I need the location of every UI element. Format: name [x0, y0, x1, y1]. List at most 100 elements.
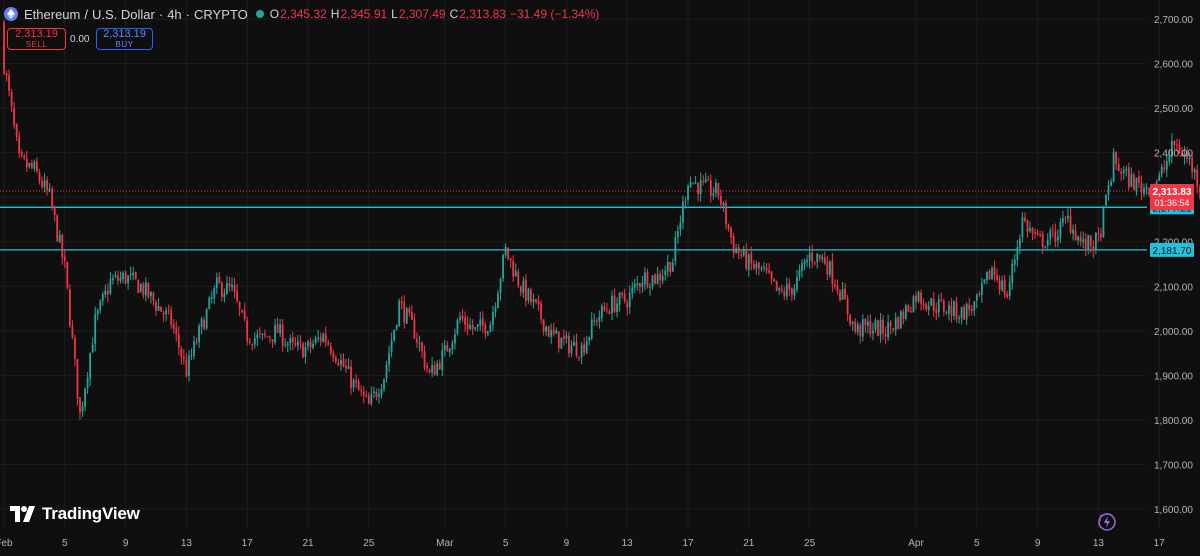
candle[interactable] [66, 261, 69, 290]
candle[interactable] [476, 323, 479, 332]
candle[interactable] [595, 317, 598, 327]
candle[interactable] [973, 300, 976, 316]
quote-currency[interactable]: U.S. Dollar [92, 6, 155, 22]
candle[interactable] [403, 295, 406, 329]
candle[interactable] [360, 385, 363, 397]
candle[interactable] [747, 252, 750, 277]
candle[interactable] [122, 270, 124, 284]
candle[interactable] [851, 320, 854, 331]
candle[interactable] [752, 259, 755, 271]
candle[interactable] [580, 341, 583, 365]
candle[interactable] [236, 283, 238, 303]
candle[interactable] [370, 386, 373, 407]
candle[interactable] [575, 333, 578, 358]
candle[interactable] [540, 300, 542, 324]
candle[interactable] [461, 308, 464, 322]
candle[interactable] [431, 357, 434, 377]
candle[interactable] [96, 308, 99, 321]
candle[interactable] [112, 274, 114, 285]
candle[interactable] [84, 387, 86, 412]
candle[interactable] [877, 319, 879, 337]
candle[interactable] [930, 297, 933, 307]
candle[interactable] [492, 305, 494, 332]
candle[interactable] [958, 315, 960, 324]
candle[interactable] [61, 233, 64, 265]
candle[interactable] [185, 352, 188, 378]
candle[interactable] [798, 264, 801, 281]
candle[interactable] [978, 291, 981, 297]
candle[interactable] [264, 329, 266, 339]
candle[interactable] [1107, 180, 1110, 201]
candle[interactable] [811, 244, 814, 269]
candle[interactable] [144, 277, 147, 302]
candle[interactable] [299, 335, 302, 350]
candle[interactable] [897, 315, 900, 330]
candle[interactable] [720, 189, 722, 209]
candle[interactable] [638, 282, 641, 294]
candle[interactable] [13, 102, 16, 129]
candle[interactable] [438, 359, 441, 371]
candle[interactable] [522, 276, 525, 299]
candle[interactable] [611, 290, 613, 320]
candle[interactable] [1003, 274, 1006, 299]
candle[interactable] [314, 335, 317, 346]
candle[interactable] [616, 297, 618, 318]
candle[interactable] [175, 320, 178, 342]
candle[interactable] [590, 312, 593, 341]
candle[interactable] [869, 314, 872, 338]
interval-label[interactable]: 4h [167, 6, 182, 22]
candle[interactable] [28, 162, 31, 169]
candle[interactable] [471, 319, 474, 335]
candle[interactable] [532, 293, 535, 309]
candle[interactable] [707, 175, 710, 181]
candle[interactable] [585, 336, 588, 355]
candle[interactable] [81, 401, 84, 417]
candle[interactable] [152, 291, 155, 306]
candle[interactable] [606, 302, 608, 314]
candle[interactable] [910, 306, 912, 314]
candle[interactable] [1072, 224, 1074, 241]
candle[interactable] [451, 339, 454, 355]
candle[interactable] [631, 282, 634, 300]
candle[interactable] [345, 358, 347, 374]
candle[interactable] [160, 306, 162, 312]
candle[interactable] [684, 197, 687, 209]
candle[interactable] [329, 342, 332, 357]
candle[interactable] [400, 296, 403, 310]
candle[interactable] [1148, 187, 1150, 198]
candle[interactable] [983, 279, 986, 285]
candle[interactable] [51, 186, 54, 211]
candle[interactable] [519, 285, 522, 297]
candle[interactable] [1074, 223, 1077, 241]
candle[interactable] [1008, 275, 1011, 300]
candle[interactable] [1051, 224, 1054, 238]
candle[interactable] [562, 329, 565, 346]
candle[interactable] [294, 337, 297, 348]
candle[interactable] [388, 345, 390, 373]
candle[interactable] [758, 261, 760, 276]
candle[interactable] [1160, 163, 1163, 178]
candle[interactable] [702, 175, 705, 186]
candle[interactable] [986, 271, 988, 285]
candle[interactable] [861, 314, 864, 342]
candle[interactable] [1115, 151, 1118, 170]
candle[interactable] [535, 298, 537, 305]
candle[interactable] [859, 322, 862, 344]
candle[interactable] [953, 300, 955, 320]
candle[interactable] [499, 277, 502, 301]
candle[interactable] [1125, 165, 1128, 177]
candle[interactable] [139, 282, 142, 293]
candle[interactable] [968, 297, 971, 317]
candle[interactable] [142, 281, 145, 299]
candle[interactable] [1006, 290, 1009, 299]
candle[interactable] [980, 277, 983, 303]
candle[interactable] [469, 317, 472, 331]
candle[interactable] [818, 254, 821, 262]
sell-button[interactable]: 2,313.19 SELL [7, 28, 66, 50]
candle[interactable] [1168, 149, 1171, 166]
candle[interactable] [302, 341, 304, 358]
candle[interactable] [712, 187, 715, 200]
candle[interactable] [674, 230, 677, 266]
candle[interactable] [1089, 235, 1092, 253]
